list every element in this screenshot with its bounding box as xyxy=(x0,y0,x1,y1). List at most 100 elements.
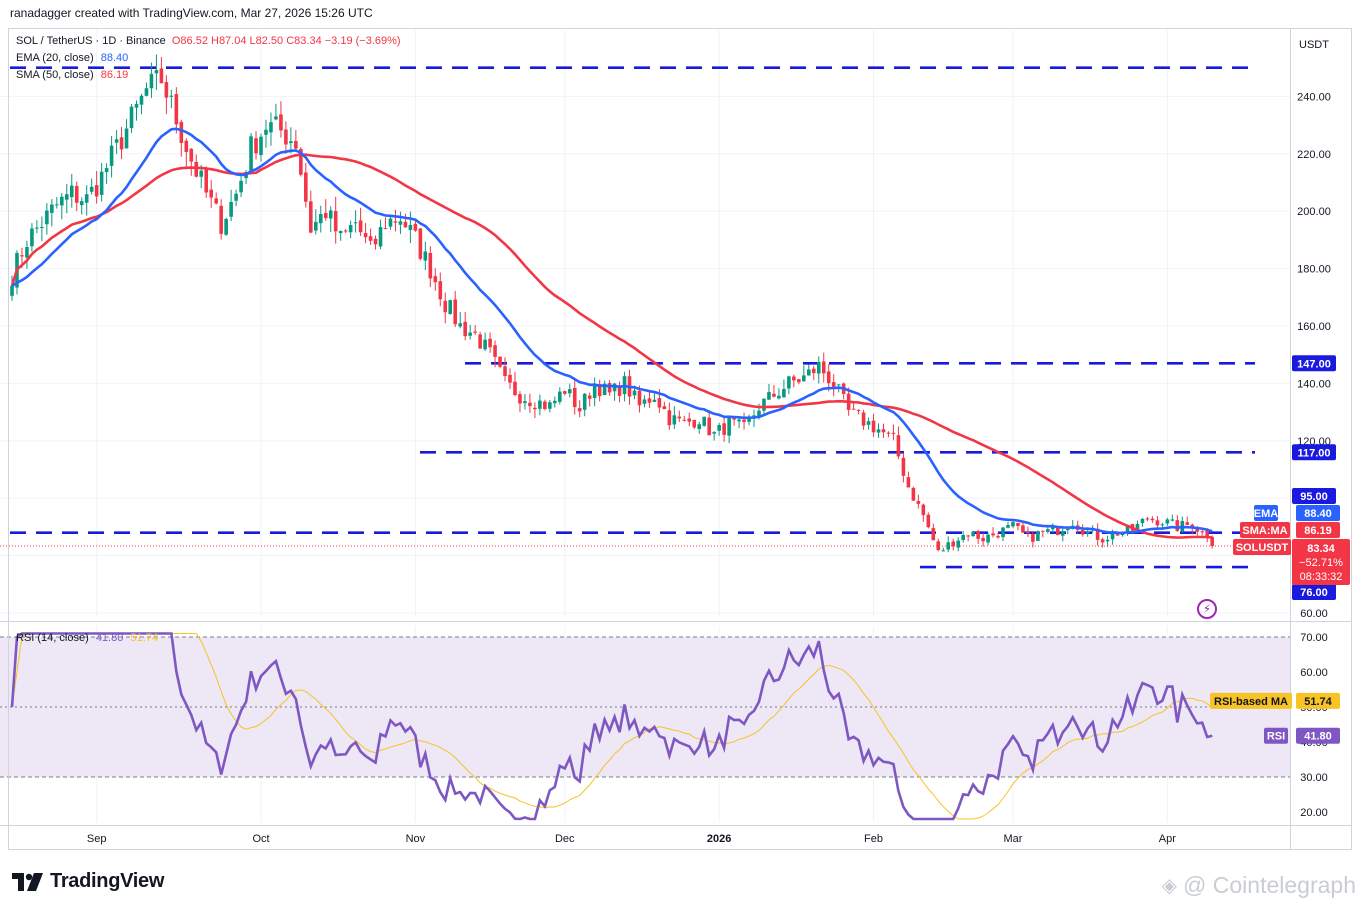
time-tick-label: Mar xyxy=(1004,833,1023,845)
candle-body xyxy=(274,116,278,120)
sma-tag-value: 86.19 xyxy=(1304,525,1332,537)
candle-body xyxy=(562,391,567,394)
cointelegraph-watermark-text: @ Cointelegraph xyxy=(1183,872,1356,898)
candle-body xyxy=(543,401,547,410)
tradingview-logo[interactable]: TradingView xyxy=(12,870,164,893)
candle-body xyxy=(682,419,687,421)
candle-body xyxy=(981,538,985,542)
price-tick-label: 160.00 xyxy=(1297,321,1331,333)
candle-body xyxy=(533,407,537,410)
candle-body xyxy=(448,300,453,315)
candle-body xyxy=(642,399,647,404)
candle-body xyxy=(89,186,94,192)
sma-tag-label: SMA:MA xyxy=(1242,525,1287,537)
candle-body xyxy=(1205,530,1209,537)
candle-body xyxy=(762,398,766,411)
candle-body xyxy=(1160,524,1165,526)
currency-label: USDT xyxy=(1299,39,1329,51)
candle-body xyxy=(343,230,348,232)
candle-body xyxy=(294,141,298,149)
time-axis[interactable]: Sep Oct Nov Dec 2026 Feb Mar Apr xyxy=(87,833,1176,845)
candle-body xyxy=(64,194,69,200)
candle-body xyxy=(647,398,652,403)
candle-body xyxy=(413,223,418,231)
ema-legend-label: EMA (20, close) xyxy=(16,52,94,64)
candle-body xyxy=(498,356,502,367)
candle-body xyxy=(25,247,29,258)
rsi-tag-value: 41.80 xyxy=(1304,731,1332,743)
candle-body xyxy=(338,230,343,234)
candle-body xyxy=(224,218,228,235)
candle-body xyxy=(69,185,74,198)
candle-body xyxy=(876,429,881,433)
candle-body xyxy=(732,418,736,420)
candle-body xyxy=(50,204,54,213)
candle-body xyxy=(528,402,532,407)
level-tag-bg xyxy=(1292,584,1336,600)
candle-body xyxy=(169,95,174,97)
sma-legend[interactable]: SMA (50, close) 86.19 xyxy=(16,69,128,81)
candle-body xyxy=(996,536,1000,538)
candle-body xyxy=(234,193,238,201)
candle-body xyxy=(458,323,462,327)
candle-body xyxy=(1185,522,1190,525)
candle-body xyxy=(836,384,841,386)
time-tick-label: 2026 xyxy=(707,833,731,845)
candle-body xyxy=(538,400,542,409)
candle-body xyxy=(702,416,707,426)
sma-legend-value: 86.19 xyxy=(100,69,129,81)
chart-canvas: 60.0080.00100.00120.00140.00160.00180.00… xyxy=(0,28,1352,850)
flash-icon[interactable]: ⚡ xyxy=(1197,599,1217,619)
author-header: ranadagger created with TradingView.com,… xyxy=(10,6,373,20)
candle-body xyxy=(856,410,861,412)
candle-body xyxy=(896,435,901,457)
candle-body xyxy=(1021,525,1025,533)
candle-body xyxy=(114,139,119,143)
candle-body xyxy=(558,391,562,402)
candle-body xyxy=(348,225,353,233)
candle-body xyxy=(971,532,975,537)
symbol-legend[interactable]: SOL / TetherUS · 1D · Binance O86.52 H87… xyxy=(16,35,401,47)
rsi-legend[interactable]: RSI (14, close) 41.80 51.74 xyxy=(16,632,158,644)
candle-body xyxy=(1031,533,1035,542)
symbol-tag-box xyxy=(1292,539,1350,585)
candle-body xyxy=(941,550,946,552)
candle-body xyxy=(1041,530,1045,532)
candle-body xyxy=(807,369,811,376)
candle-body xyxy=(582,393,587,410)
candle-body xyxy=(194,161,199,177)
candle-body xyxy=(1125,525,1130,533)
candle-body xyxy=(74,186,79,203)
rsi-line xyxy=(10,632,1213,821)
candle-body xyxy=(777,395,781,399)
time-tick-label: Feb xyxy=(864,833,883,845)
candle-body xyxy=(717,424,721,431)
candle-body xyxy=(249,136,253,171)
candle-body xyxy=(493,345,497,357)
candle-body xyxy=(99,171,104,195)
ema-legend[interactable]: EMA (20, close) 88.40 xyxy=(16,52,128,64)
cointelegraph-logo-icon: ◈ xyxy=(1161,875,1178,897)
candle-body xyxy=(1056,526,1060,536)
rsi-ma-tag-value: 51.74 xyxy=(1304,696,1332,708)
candle-body xyxy=(826,371,831,384)
rsi-tick-label: 20.00 xyxy=(1300,807,1328,819)
rsi-tag-label: RSI xyxy=(1267,731,1285,743)
candle-body xyxy=(592,383,597,399)
candle-body xyxy=(473,331,477,333)
price-tags: 147.00 117.00 95.00 76.00 EMA 88.40 SMA:MA 86.1… xyxy=(1210,355,1350,744)
rsi-ma-tag-label: RSI-based MA xyxy=(1214,696,1288,708)
symbol-tag-line: 08:33:32 xyxy=(1300,571,1343,583)
candle-body xyxy=(722,423,726,435)
candle-body xyxy=(279,114,283,131)
symbol-tag-line: −52.71% xyxy=(1299,557,1343,569)
candle-body xyxy=(597,383,602,397)
level-tag-bg xyxy=(1292,488,1336,504)
candle-body xyxy=(323,212,328,219)
candle-body xyxy=(871,420,876,433)
candle-body xyxy=(55,204,59,206)
symbol-tag-line: 83.34 xyxy=(1307,543,1335,555)
candle-body xyxy=(318,214,323,224)
candle-body xyxy=(727,417,731,436)
